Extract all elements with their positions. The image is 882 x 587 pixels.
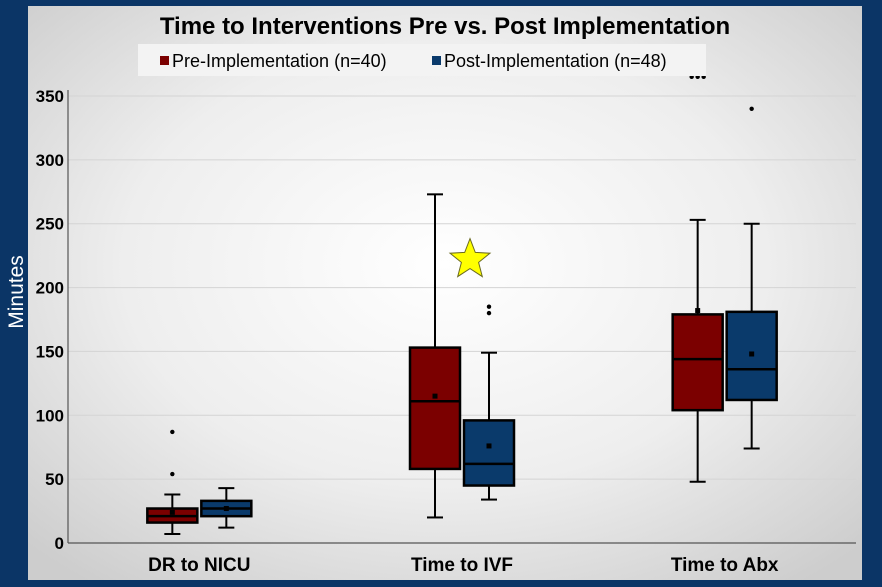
star-annotation	[448, 237, 492, 278]
x-category-label: Time to Abx	[671, 555, 779, 576]
outlier-point	[170, 429, 175, 435]
legend-label: Post-Implementation (n=48)	[444, 51, 667, 71]
outlier-point	[170, 471, 175, 477]
y-tick-label: 0	[55, 534, 64, 553]
legend-box	[138, 44, 706, 76]
chart-title: Time to Interventions Pre vs. Post Imple…	[160, 13, 730, 40]
mean-marker	[749, 351, 755, 357]
box-0-0	[146, 429, 199, 536]
plot-background	[28, 6, 862, 580]
box-0-2	[671, 74, 724, 483]
legend-label: Pre-Implementation (n=40)	[172, 51, 387, 71]
outlier-point	[486, 304, 492, 309]
x-category-label: DR to NICU	[148, 555, 250, 576]
outlier-point	[486, 310, 492, 316]
outlier-point	[695, 308, 700, 313]
y-tick-label: 150	[36, 342, 64, 361]
y-axis-label: Minutes	[5, 255, 28, 329]
iqr-box	[408, 346, 462, 471]
legend-swatch	[160, 56, 169, 65]
mean-marker	[223, 506, 229, 512]
box-1-0	[200, 487, 253, 529]
box-1-2	[725, 106, 778, 450]
y-tick-label: 300	[36, 151, 64, 170]
y-tick-label: 100	[36, 406, 64, 425]
mean-marker	[432, 393, 438, 399]
box-1-1	[462, 304, 516, 501]
gridlines	[68, 95, 856, 480]
legend-swatch	[432, 56, 441, 65]
box-0-1	[408, 193, 462, 519]
mean-marker	[169, 509, 175, 515]
iqr-box	[462, 419, 516, 487]
axes: 0 50 100 150 200 250 300 350 DR to NICU Time to I…	[36, 87, 856, 576]
mean-marker	[486, 443, 492, 449]
y-tick-label: 50	[45, 470, 64, 489]
y-tick-label: 350	[36, 87, 64, 106]
legend: Pre-Implementation (n=40) Post-Implementa…	[138, 44, 706, 76]
annotations	[448, 237, 492, 278]
y-tick-label: 200	[36, 279, 64, 298]
x-category-label: Time to IVF	[411, 555, 513, 576]
y-tick-label: 250	[36, 215, 64, 234]
iqr-box	[671, 313, 724, 412]
outlier-point	[749, 106, 754, 111]
boxes	[146, 74, 778, 536]
